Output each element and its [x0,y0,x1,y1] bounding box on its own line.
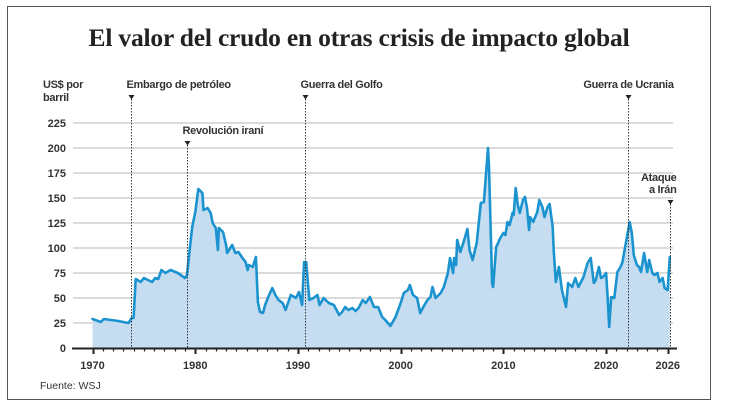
price-line [91,146,672,329]
x-tick-label: 2026 [655,360,679,372]
event-marker: Embargo de petróleo [127,79,232,348]
x-tick-label: 1990 [286,360,310,372]
y-tick-label: 50 [54,293,66,305]
event-label-line: Embargo de petróleo [127,79,232,91]
y-tick-label: 125 [48,218,66,230]
x-tick-label: 1970 [80,360,104,372]
chart-title: El valor del crudo en otras crisis de im… [89,23,630,52]
event-marker: Guerra de Ucrania [583,79,675,348]
event-marker: Guerra del Golfo [301,79,384,348]
y-tick-label: 25 [54,318,66,330]
event-marker: Revolución iraní [183,125,265,348]
y-tick-label: 225 [48,118,66,130]
event-label: Ataque a Irán [641,172,677,196]
y-tick-label: 150 [48,193,66,205]
event-label-line: Revolución iraní [183,125,265,137]
y-tick-label: 100 [48,243,66,255]
arrow-down-icon [184,141,191,146]
arrow-down-icon [302,95,309,100]
x-axis: 1970 1980 1990 2000 2010 2020 2026 [72,347,680,372]
series-group [91,146,672,348]
event-label: Guerra del Golfo [301,79,384,91]
event-label-line: Guerra del Golfo [301,79,384,91]
y-axis-title-line: barril [43,92,69,104]
event-label: Guerra de Ucrania [583,79,674,91]
arrow-down-icon [128,95,135,100]
event-label: Embargo de petróleo [127,79,232,91]
y-axis-title-line: US$ por [43,79,84,91]
y-tick-label: 0 [60,343,66,355]
y-tick-label: 200 [48,143,66,155]
x-tick-label: 2020 [594,360,618,372]
event-label-line: Guerra de Ucrania [583,79,674,91]
event-marker: Ataque a Irán [641,172,677,348]
y-tick-label: 75 [54,268,66,280]
y-axis-title: US$ por barril [43,79,86,104]
arrow-down-icon [625,95,632,100]
arrow-down-icon [667,200,674,205]
x-tick-label: 1980 [183,360,207,372]
x-tick-label: 2010 [491,360,515,372]
x-tick-label: 2000 [388,360,412,372]
event-label: Revolución iraní [183,125,265,137]
event-markers: Embargo de petróleo Revolución iraní Guerr… [127,79,677,348]
event-label-line: Ataque [641,172,677,184]
y-tick-labels: 0 25 50 75 100 125 150 175 200 225 [48,118,66,355]
price-area [92,148,670,348]
event-label-line: a Irán [649,184,677,196]
source-note: Fuente: WSJ [40,380,101,392]
y-tick-label: 175 [48,168,66,180]
